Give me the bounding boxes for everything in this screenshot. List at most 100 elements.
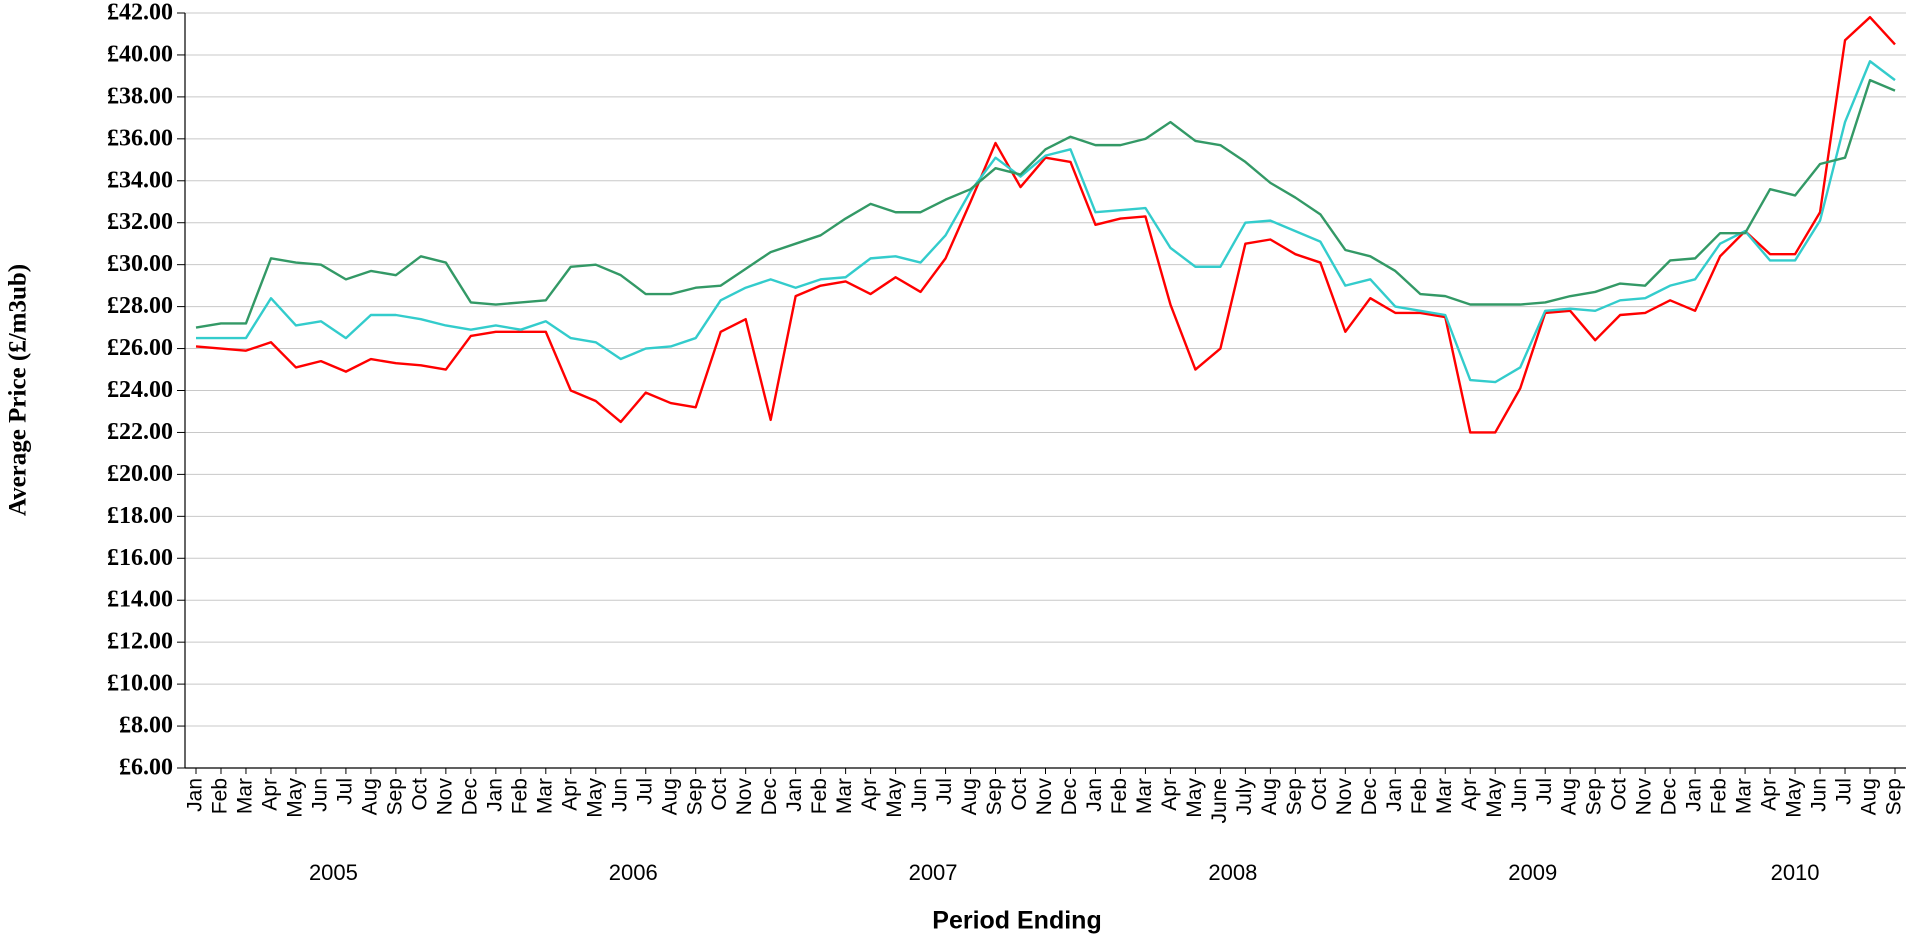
x-tick-label: Dec bbox=[1058, 778, 1081, 815]
y-tick-label: £18.00 bbox=[107, 503, 173, 529]
x-tick-label: Mar bbox=[234, 778, 257, 814]
year-label: 2009 bbox=[1508, 860, 1557, 885]
x-tick-label: May bbox=[1483, 778, 1506, 818]
x-tick-label: Jul bbox=[933, 778, 956, 805]
x-tick-label: Mar bbox=[833, 778, 856, 814]
year-label: 2007 bbox=[909, 860, 958, 885]
x-tick-label: Mar bbox=[1433, 778, 1456, 814]
x-tick-label: Nov bbox=[1033, 778, 1056, 816]
x-tick-label: Jan bbox=[1683, 778, 1706, 812]
x-tick-label: Apr bbox=[1758, 778, 1781, 811]
x-tick-label: Nov bbox=[433, 778, 456, 816]
x-tick-label: Aug bbox=[958, 778, 981, 815]
x-tick-label: Feb bbox=[808, 778, 831, 814]
x-tick-label: Jun bbox=[908, 778, 931, 812]
x-tick-label: Dec bbox=[758, 778, 781, 815]
year-label: 2006 bbox=[609, 860, 658, 885]
y-tick-label: £30.00 bbox=[107, 251, 173, 277]
y-tick-label: £10.00 bbox=[107, 671, 173, 697]
x-tick-label: Jul bbox=[633, 778, 656, 805]
x-tick-label: Sep bbox=[983, 778, 1006, 815]
x-tick-label: Apr bbox=[558, 778, 581, 811]
x-tick-label: May bbox=[1783, 778, 1806, 818]
x-tick-label: Jun bbox=[1508, 778, 1531, 812]
x-tick-label: Jan bbox=[483, 778, 506, 812]
x-tick-label: Dec bbox=[1658, 778, 1681, 815]
x-tick-label: Sep bbox=[1283, 778, 1306, 815]
x-tick-label: Oct bbox=[1608, 778, 1631, 811]
x-tick-label: Aug bbox=[1258, 778, 1281, 815]
x-tick-label: Jan bbox=[783, 778, 806, 812]
x-tick-label: May bbox=[883, 778, 906, 818]
x-tick-label: Aug bbox=[1558, 778, 1581, 815]
x-tick-label: Jul bbox=[1833, 778, 1856, 805]
x-tick-label: Jun bbox=[1808, 778, 1831, 812]
x-tick-label: Jan bbox=[184, 778, 207, 812]
y-tick-label: £42.00 bbox=[107, 0, 173, 26]
x-tick-label: Apr bbox=[1458, 778, 1481, 811]
x-tick-label: Nov bbox=[733, 778, 756, 816]
x-tick-label: Aug bbox=[658, 778, 681, 815]
x-tick-label: Mar bbox=[1733, 778, 1756, 814]
x-tick-label: Mar bbox=[1133, 778, 1156, 814]
series-line bbox=[195, 15, 1896, 434]
y-tick-label: £22.00 bbox=[107, 419, 173, 445]
y-tick-label: £28.00 bbox=[107, 293, 173, 319]
series-line bbox=[195, 78, 1896, 329]
x-tick-label: Dec bbox=[458, 778, 481, 815]
x-tick-label: Aug bbox=[1858, 778, 1881, 815]
x-tick-label: Feb bbox=[508, 778, 531, 814]
x-tick-label: Apr bbox=[259, 778, 282, 811]
x-tick-label: Sep bbox=[683, 778, 706, 815]
y-tick-label: £8.00 bbox=[119, 713, 173, 739]
y-axis-title: Average Price (£/m3ub) bbox=[5, 264, 32, 516]
x-tick-label: Jul bbox=[333, 778, 356, 805]
x-tick-label: May bbox=[583, 778, 606, 818]
x-tick-label: Dec bbox=[1358, 778, 1381, 815]
year-label: 2010 bbox=[1771, 860, 1820, 885]
y-tick-label: £40.00 bbox=[107, 41, 173, 67]
x-tick-label: Feb bbox=[1108, 778, 1131, 814]
x-tick-label: Jun bbox=[308, 778, 331, 812]
y-tick-label: £36.00 bbox=[107, 125, 173, 151]
y-tick-label: £20.00 bbox=[107, 461, 173, 487]
x-tick-label: Jan bbox=[1083, 778, 1106, 812]
x-tick-label: Oct bbox=[1308, 778, 1331, 811]
x-tick-label: Oct bbox=[1008, 778, 1031, 811]
x-tick-label: May bbox=[1183, 778, 1206, 818]
x-tick-label: Nov bbox=[1333, 778, 1356, 816]
y-tick-label: £32.00 bbox=[107, 209, 173, 235]
year-label: 2005 bbox=[309, 860, 358, 885]
x-tick-label: June bbox=[1208, 778, 1231, 824]
x-tick-label: Sep bbox=[1583, 778, 1606, 815]
y-tick-label: £38.00 bbox=[107, 83, 173, 109]
x-tick-label: Feb bbox=[209, 778, 232, 814]
x-tick-label: Aug bbox=[358, 778, 381, 815]
y-tick-label: £26.00 bbox=[107, 335, 173, 361]
x-tick-label: July bbox=[1233, 778, 1256, 816]
x-tick-label: Apr bbox=[1158, 778, 1181, 811]
x-tick-label: Oct bbox=[408, 778, 431, 811]
x-tick-label: Jun bbox=[608, 778, 631, 812]
y-tick-label: £14.00 bbox=[107, 587, 173, 613]
y-tick-label: £6.00 bbox=[119, 755, 173, 781]
y-tick-label: £34.00 bbox=[107, 167, 173, 193]
x-tick-label: Oct bbox=[708, 778, 731, 811]
x-tick-label: Apr bbox=[858, 778, 881, 811]
x-tick-label: Mar bbox=[533, 778, 556, 814]
y-tick-label: £24.00 bbox=[107, 377, 173, 403]
x-tick-label: Sep bbox=[383, 778, 406, 815]
x-tick-label: May bbox=[283, 778, 306, 818]
x-tick-label: Jan bbox=[1383, 778, 1406, 812]
x-tick-label: Feb bbox=[1408, 778, 1431, 814]
x-tick-label: Nov bbox=[1633, 778, 1656, 816]
series-line bbox=[196, 60, 1896, 384]
x-axis-title: Period Ending bbox=[932, 907, 1101, 935]
y-tick-label: £16.00 bbox=[107, 545, 173, 571]
x-tick-label: Feb bbox=[1708, 778, 1731, 814]
x-tick-label: Jul bbox=[1533, 778, 1556, 805]
y-tick-label: £12.00 bbox=[107, 629, 173, 655]
year-label: 2008 bbox=[1208, 860, 1257, 885]
x-tick-label: Sep bbox=[1883, 778, 1906, 815]
